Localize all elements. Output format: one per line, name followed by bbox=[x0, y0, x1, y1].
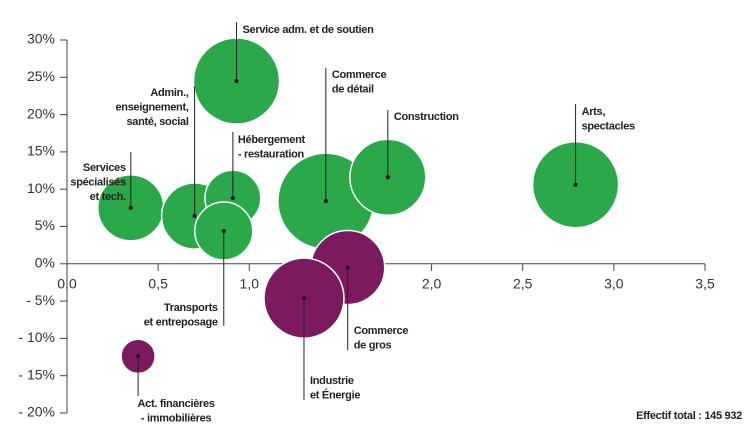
bubble-label: Commerce bbox=[332, 69, 387, 81]
bubble-label: et Énergie bbox=[310, 388, 360, 401]
center-dot bbox=[345, 265, 350, 270]
bubble-label: Act. financières bbox=[138, 398, 215, 410]
bubble-label: et tech. bbox=[90, 191, 126, 203]
y-tick-label: 20% bbox=[27, 105, 55, 121]
x-tick-label: 2,5 bbox=[513, 276, 533, 292]
center-dot bbox=[323, 199, 328, 204]
bubble-label: spectacles bbox=[582, 120, 635, 132]
bubble-label: Transports bbox=[164, 302, 218, 314]
bubble-label: Hébergement bbox=[238, 134, 306, 146]
y-tick-label: 10% bbox=[27, 180, 55, 196]
x-tick-label: 3,0 bbox=[604, 276, 624, 292]
bubble-label: Services bbox=[83, 162, 126, 174]
bubble-label: de gros bbox=[354, 339, 392, 351]
center-dot bbox=[573, 182, 578, 187]
bubble-label: Arts, bbox=[582, 106, 606, 118]
y-tick-label: - 20% bbox=[18, 404, 55, 420]
x-tick-label: 1,0 bbox=[240, 276, 260, 292]
center-dot bbox=[136, 354, 141, 359]
bubble-label: - immobilières bbox=[141, 412, 212, 424]
y-tick-label: 25% bbox=[27, 68, 55, 84]
bubble-label: - restauration bbox=[238, 148, 305, 160]
y-tick-label: 0% bbox=[35, 255, 55, 271]
bubble-label: Construction bbox=[394, 111, 459, 123]
y-tick-label: 15% bbox=[27, 143, 55, 159]
center-dot bbox=[192, 214, 197, 219]
bubble-label: Industrie bbox=[310, 375, 354, 387]
y-tick-label: 30% bbox=[27, 31, 55, 47]
bubble-label: de détail bbox=[332, 83, 374, 95]
y-tick-label: 5% bbox=[35, 217, 55, 233]
bubble-label: et entreposage bbox=[144, 316, 218, 328]
center-dot bbox=[230, 196, 235, 201]
bubble-label: spécialisés bbox=[70, 176, 126, 188]
y-tick-label: - 15% bbox=[18, 366, 55, 382]
x-tick-label: 3,5 bbox=[695, 276, 715, 292]
bubble-label: santé, social bbox=[126, 116, 188, 128]
x-tick-label: 0,5 bbox=[148, 276, 168, 292]
center-dot bbox=[221, 228, 226, 233]
bubble-label: enseignement, bbox=[115, 101, 188, 113]
footnote: Effectif total : 145 932 bbox=[636, 410, 742, 422]
center-dot bbox=[385, 175, 390, 180]
x-tick-label: 0,0 bbox=[57, 276, 77, 292]
center-dot bbox=[234, 79, 239, 84]
center-dot bbox=[301, 296, 306, 301]
bubble-label: Admin., bbox=[150, 87, 188, 99]
bubble-label: Service adm. et de soutien bbox=[243, 24, 375, 36]
y-tick-label: - 10% bbox=[18, 329, 55, 345]
bubble-label: Commerce bbox=[354, 325, 409, 337]
y-tick-label: - 5% bbox=[26, 292, 55, 308]
x-tick-label: 2,0 bbox=[422, 276, 442, 292]
center-dot bbox=[128, 205, 133, 210]
